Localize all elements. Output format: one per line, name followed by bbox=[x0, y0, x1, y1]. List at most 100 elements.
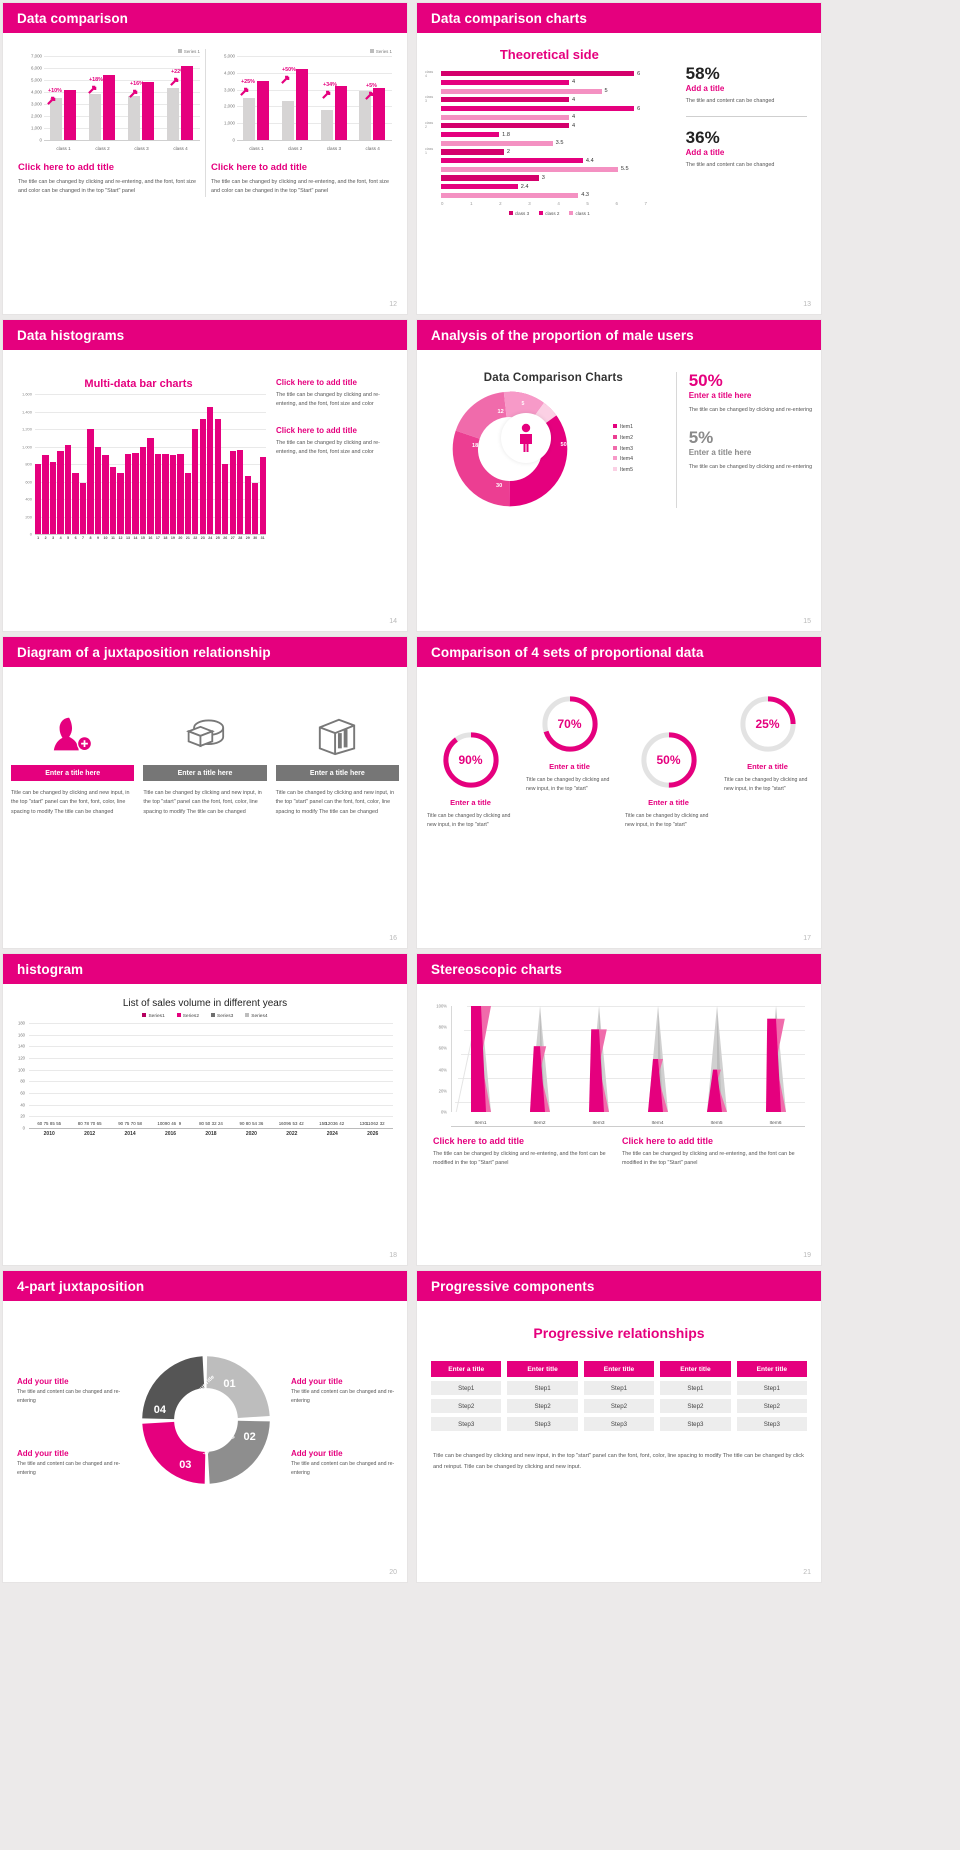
step-cell-4-3[interactable]: Step3 bbox=[660, 1417, 731, 1431]
slide-18[interactable]: histogram List of sales volume in differ… bbox=[2, 953, 408, 1266]
step-cell-2-1[interactable]: Step1 bbox=[507, 1381, 578, 1395]
annotation-pct-1: +25% bbox=[241, 79, 255, 85]
step-column-4: Enter title Step1 Step2 Step3 bbox=[660, 1361, 731, 1435]
ring-2-percent: 70% bbox=[557, 717, 582, 731]
column-1-body: Title can be changed by clicking and new… bbox=[11, 790, 130, 815]
x-label-2014: 2014 bbox=[124, 1131, 136, 1137]
side-2-body: The title can be changed by clicking and… bbox=[276, 439, 380, 456]
step-column-header-2[interactable]: Enter title bbox=[507, 1361, 578, 1377]
annotation-pct-3: +34% bbox=[323, 82, 337, 88]
x-label-2012: 2012 bbox=[84, 1131, 96, 1137]
callout-1-body: The title and content can be changed and… bbox=[17, 1389, 121, 1405]
ring-1-heading: Enter a title bbox=[450, 798, 491, 807]
bar-23 bbox=[199, 418, 206, 534]
step-cell-2-3[interactable]: Step3 bbox=[507, 1417, 578, 1431]
step-cell-5-3[interactable]: Step3 bbox=[736, 1417, 808, 1431]
slide-18-title-bar: histogram bbox=[3, 954, 407, 984]
bar-5 bbox=[64, 444, 72, 534]
column-3-button[interactable]: Enter a title here bbox=[275, 765, 399, 781]
ring-column-2: 70% Enter a title Title can be changed b… bbox=[520, 693, 619, 831]
step-cell-4-2[interactable]: Step2 bbox=[660, 1399, 731, 1413]
bar-6 bbox=[72, 472, 79, 534]
x-label-15: 15 bbox=[140, 536, 145, 540]
kpi-2-title: Enter a title here bbox=[688, 447, 752, 457]
slide-15[interactable]: Analysis of the proportion of male users… bbox=[416, 319, 822, 632]
stereoscopic-cone-chart: 100% 80% 60% 40% 20% 0% Item1 Item2 Item3 Item4… bbox=[436, 1004, 805, 1127]
column-2-body: Title can be changed by clicking and new… bbox=[143, 790, 262, 815]
step-cell-1-1[interactable]: Step1 bbox=[431, 1381, 502, 1395]
growth-arrow-icon bbox=[322, 90, 331, 99]
bar-30 bbox=[252, 483, 259, 534]
slide-13[interactable]: Data comparison charts Theoretical side … bbox=[416, 2, 822, 315]
slide-21-footer: Title can be changed by clicking and new… bbox=[433, 1453, 804, 1471]
x-label-13: 13 bbox=[125, 536, 130, 540]
step-cell-3-2[interactable]: Step2 bbox=[583, 1399, 655, 1413]
growth-arrow-icon bbox=[47, 96, 56, 105]
slide-21[interactable]: Progressive components Progressive relat… bbox=[416, 1270, 822, 1583]
slide-19-page-number: 19 bbox=[803, 1252, 811, 1259]
slide-14[interactable]: Data histograms Multi-data bar charts 1,… bbox=[2, 319, 408, 632]
column-1-button[interactable]: Enter a title here bbox=[11, 765, 135, 781]
column-2: Enter a title here Title can be changed … bbox=[143, 705, 267, 817]
slide-15-title-bar: Analysis of the proportion of male users bbox=[417, 320, 821, 350]
kpi-1-body: The title can be changed by clicking and… bbox=[688, 406, 813, 413]
step-column-header-1[interactable]: Enter a title bbox=[431, 1361, 502, 1377]
x-axis-14: 1 2 3 4 5 6 7 8 9 10 11 12 13 14 15 16 17 18 19 20 21 22 23 24 2… bbox=[35, 536, 266, 540]
step-column-header-4[interactable]: Enter title bbox=[660, 1361, 731, 1377]
slide-12-title-bar: Data comparison bbox=[3, 3, 407, 33]
step-column-header-5[interactable]: Enter title bbox=[736, 1361, 808, 1377]
step-cell-5-2[interactable]: Step2 bbox=[736, 1399, 808, 1413]
ring-column-4: 25% Enter a title Title can be changed b… bbox=[718, 693, 817, 831]
slide-17[interactable]: Comparison of 4 sets of proportional dat… bbox=[416, 636, 822, 949]
x-label-12: 12 bbox=[118, 536, 123, 540]
y-axis-right: 5,000 4,000 3,000 2,000 1,000 0 bbox=[224, 53, 235, 143]
chart-15-title: Data Comparison Charts bbox=[483, 372, 623, 384]
ring-1-body: Title can be changed by clicking and new… bbox=[427, 813, 511, 829]
slide-17-title: Comparison of 4 sets of proportional dat… bbox=[431, 644, 704, 660]
bar-15 bbox=[139, 446, 147, 534]
step-cell-1-2[interactable]: Step2 bbox=[431, 1399, 502, 1413]
step-column-header-3[interactable]: Enter title bbox=[583, 1361, 655, 1377]
column-2-button[interactable]: Enter a title here bbox=[143, 765, 267, 781]
ring-4-heading: Enter a title bbox=[747, 762, 788, 771]
text-column-2: Click here to add title The title can be… bbox=[622, 1136, 797, 1169]
ring-4-percent: 25% bbox=[755, 717, 780, 731]
divider bbox=[685, 116, 807, 118]
cone-Item6 bbox=[746, 1006, 805, 1112]
bars-14 bbox=[35, 394, 266, 534]
kpi-2-title: Add a title bbox=[685, 147, 725, 157]
slide-20-title: 4-part juxtaposition bbox=[17, 1278, 145, 1294]
slide-14-page-number: 14 bbox=[389, 618, 397, 625]
x-label-7: 7 bbox=[82, 536, 85, 540]
growth-arrow-icon bbox=[129, 89, 138, 98]
step-cell-3-3[interactable]: Step3 bbox=[583, 1417, 655, 1431]
step-cell-3-1[interactable]: Step1 bbox=[583, 1381, 655, 1395]
bar-4 bbox=[57, 450, 64, 534]
x-label-30: 30 bbox=[253, 536, 258, 540]
slide-14-title: Data histograms bbox=[17, 327, 125, 343]
kpi-1-value: 50% bbox=[688, 371, 723, 390]
kpi-1-value: 58% bbox=[685, 64, 720, 83]
slide-16[interactable]: Diagram of a juxtaposition relationship … bbox=[2, 636, 408, 949]
x-label-14: 14 bbox=[133, 536, 138, 540]
kpi-1-title: Enter a title here bbox=[688, 390, 752, 400]
slide-19[interactable]: Stereoscopic charts 100% 80% 60% 40% 20% 0% … bbox=[416, 953, 822, 1266]
growth-arrow-icon bbox=[281, 75, 290, 84]
callout-2: Add your title The title and content can… bbox=[291, 1377, 403, 1407]
step-cell-2-2[interactable]: Step2 bbox=[507, 1399, 578, 1413]
bar-14 bbox=[132, 452, 139, 534]
slide-20[interactable]: 4-part juxtaposition 01 02 03 04 Your Ti… bbox=[2, 1270, 408, 1583]
cone-Item3 bbox=[569, 1006, 628, 1112]
x-label-24: 24 bbox=[208, 536, 213, 540]
growth-arrow-icon bbox=[365, 91, 374, 100]
progressive-heading: Progressive relationships bbox=[533, 1325, 705, 1341]
slide-12[interactable]: Data comparison Series 1 7,000 6,000 5,000… bbox=[2, 2, 408, 315]
step-cell-5-1[interactable]: Step1 bbox=[736, 1381, 808, 1395]
step-cell-4-1[interactable]: Step1 bbox=[660, 1381, 731, 1395]
slide-13-title: Data comparison charts bbox=[431, 10, 587, 26]
step-cell-1-3[interactable]: Step3 bbox=[431, 1417, 502, 1431]
slide-19-title-bar: Stereoscopic charts bbox=[417, 954, 821, 984]
text-column-1: Click here to add title The title can be… bbox=[433, 1136, 608, 1169]
x-label-5: 5 bbox=[67, 536, 70, 540]
